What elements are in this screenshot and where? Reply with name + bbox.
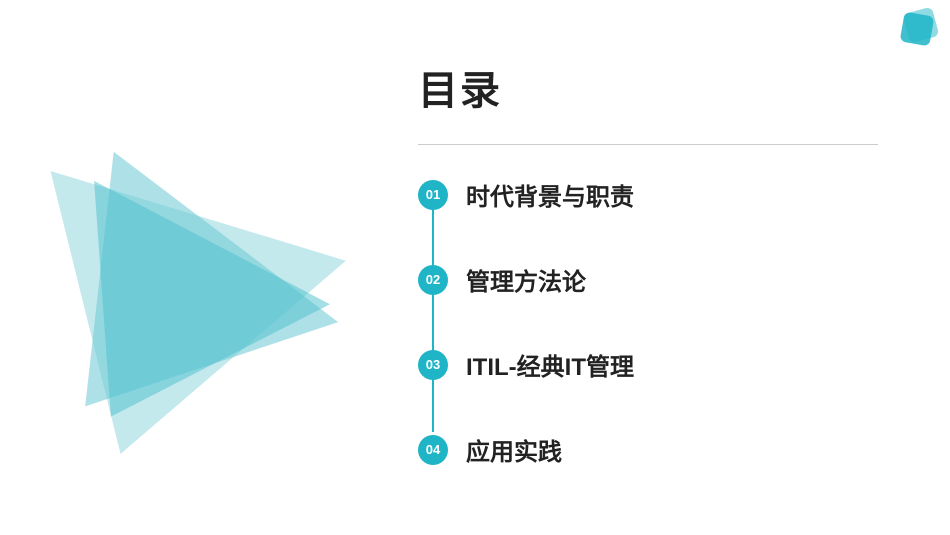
title-divider (418, 144, 878, 145)
toc-num-3: 03 (426, 357, 440, 372)
toc-num-4: 04 (426, 442, 440, 457)
toc-item-3: 03 ITIL-经典IT管理 (418, 347, 898, 382)
toc-badge-1: 01 (418, 180, 448, 210)
connector-line (432, 192, 434, 432)
toc-item-4: 04 应用实践 (418, 432, 898, 467)
content-area: 目录 01 时代背景与职责 02 管理方法论 03 ITIL-经典IT管理 04 (418, 58, 898, 467)
toc-badge-2: 02 (418, 265, 448, 295)
triangle-layer-3 (86, 181, 334, 424)
toc-num-2: 02 (426, 272, 440, 287)
corner-decoration (900, 8, 940, 48)
toc-list: 01 时代背景与职责 02 管理方法论 03 ITIL-经典IT管理 04 应用… (418, 177, 898, 467)
toc-label-4: 应用实践 (466, 432, 562, 467)
toc-num-1: 01 (426, 187, 440, 202)
toc-label-3: ITIL-经典IT管理 (466, 347, 634, 382)
page-title: 目录 (418, 58, 898, 116)
toc-badge-4: 04 (418, 435, 448, 465)
toc-label-2: 管理方法论 (466, 262, 586, 297)
toc-label-1: 时代背景与职责 (466, 177, 634, 212)
decoration-triangles (30, 130, 390, 470)
corner-shape-2 (900, 12, 935, 47)
toc-item-1: 01 时代背景与职责 (418, 177, 898, 212)
toc-badge-3: 03 (418, 350, 448, 380)
toc-item-2: 02 管理方法论 (418, 262, 898, 297)
